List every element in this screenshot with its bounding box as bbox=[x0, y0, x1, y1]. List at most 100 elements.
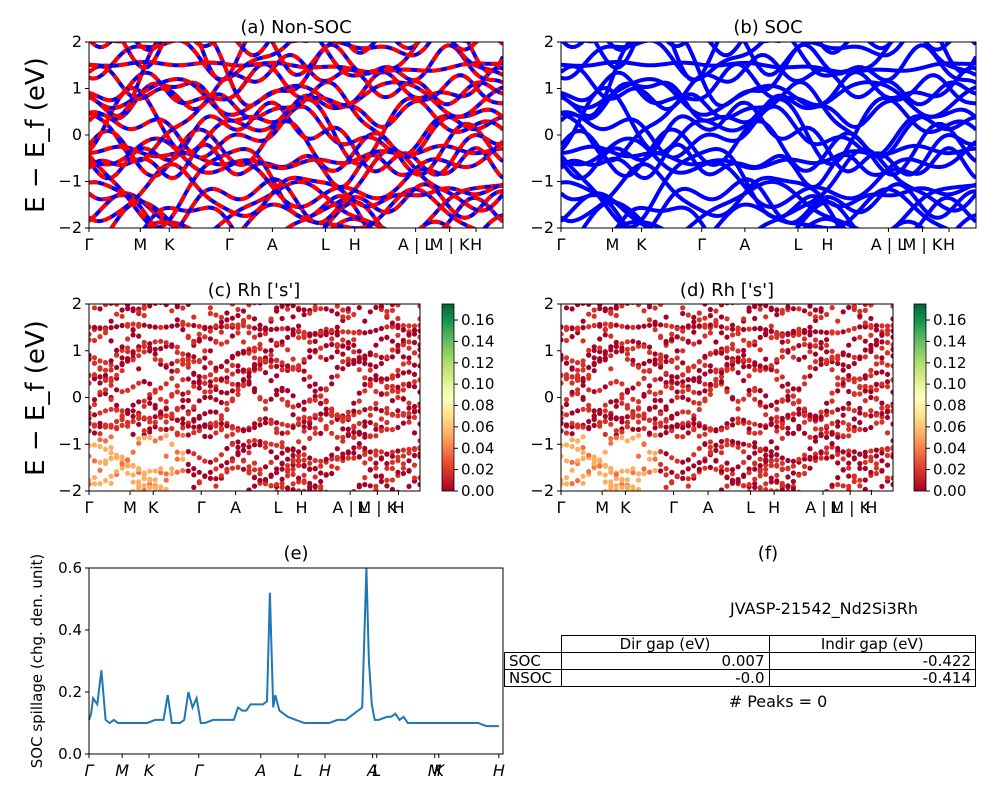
projection-point bbox=[296, 328, 302, 334]
projection-point bbox=[591, 416, 597, 422]
projection-point bbox=[367, 380, 373, 386]
projection-point bbox=[619, 304, 625, 309]
projection-point bbox=[125, 463, 131, 469]
projection-point bbox=[323, 343, 329, 349]
projection-point bbox=[163, 419, 169, 425]
projection-point bbox=[563, 360, 570, 366]
projection-point bbox=[340, 434, 346, 440]
projection-point bbox=[373, 327, 379, 333]
projection-point bbox=[846, 364, 852, 370]
projection-point bbox=[125, 304, 131, 308]
projection-point bbox=[746, 454, 752, 460]
colorbar-tick-label: 0.10 bbox=[461, 375, 494, 393]
projection-point bbox=[857, 383, 863, 390]
projection-point bbox=[368, 491, 373, 496]
projection-point bbox=[890, 389, 893, 395]
projection-point bbox=[707, 427, 714, 433]
projection-point bbox=[257, 467, 263, 473]
projection-point bbox=[696, 317, 702, 323]
projection-point bbox=[685, 339, 691, 345]
projection-point bbox=[174, 449, 180, 455]
projection-point bbox=[597, 457, 603, 463]
projection-point bbox=[91, 397, 98, 403]
projection-point bbox=[763, 466, 769, 472]
projection-point bbox=[417, 445, 420, 451]
projection-point bbox=[158, 357, 164, 363]
projection-point bbox=[575, 304, 581, 308]
projection-point bbox=[613, 403, 619, 409]
projection-point bbox=[389, 388, 395, 394]
projection-point bbox=[373, 422, 379, 428]
projection-point bbox=[785, 397, 791, 403]
projection-point bbox=[696, 400, 702, 406]
projection-point bbox=[412, 298, 417, 303]
xtick-label: Γ bbox=[85, 761, 95, 780]
projection-point bbox=[586, 452, 592, 458]
projection-point bbox=[763, 412, 769, 418]
projection-point bbox=[652, 432, 658, 438]
projection-point bbox=[602, 431, 608, 437]
projection-point bbox=[685, 409, 691, 415]
projection-point bbox=[608, 323, 614, 329]
projection-point bbox=[202, 411, 208, 417]
projection-point bbox=[774, 376, 780, 382]
projection-point bbox=[824, 330, 830, 336]
projection-point bbox=[575, 326, 581, 332]
colorbar-tick-label: 0.02 bbox=[461, 461, 494, 479]
projection-point bbox=[735, 358, 741, 364]
projection-point bbox=[884, 447, 891, 453]
projection-point bbox=[868, 394, 874, 401]
projection-point bbox=[130, 408, 136, 414]
projection-point bbox=[884, 452, 891, 459]
projection-point bbox=[561, 405, 564, 411]
ytick-label: 0.0 bbox=[58, 745, 82, 763]
ytick-label: −1 bbox=[530, 172, 554, 191]
projection-point bbox=[141, 349, 147, 355]
projection-point bbox=[290, 314, 296, 320]
projection-point bbox=[575, 422, 581, 428]
projection-point bbox=[191, 358, 197, 365]
projection-point bbox=[196, 378, 202, 384]
projection-point bbox=[125, 387, 131, 393]
projection-point bbox=[152, 389, 158, 395]
projection-point bbox=[569, 389, 575, 395]
projection-point bbox=[246, 468, 252, 474]
projection-point bbox=[873, 387, 880, 393]
projection-point bbox=[824, 400, 830, 406]
projection-point bbox=[691, 463, 697, 469]
projection-point bbox=[147, 298, 152, 303]
projection-point bbox=[890, 316, 893, 322]
projection-point bbox=[763, 458, 769, 464]
projection-point bbox=[746, 373, 752, 379]
projection-point bbox=[768, 479, 774, 485]
projection-point bbox=[218, 473, 224, 479]
projection-point bbox=[575, 408, 581, 414]
projection-point bbox=[851, 354, 857, 360]
projection-point bbox=[163, 343, 169, 349]
projection-point bbox=[702, 304, 708, 307]
xtick-label: L bbox=[794, 235, 803, 254]
projection-point bbox=[373, 352, 379, 358]
projection-point bbox=[207, 305, 213, 311]
projection-point bbox=[635, 406, 642, 412]
projection-point bbox=[367, 433, 373, 439]
projection-point bbox=[141, 312, 147, 319]
projection-point bbox=[91, 458, 98, 464]
colorbar-tick-label: 0.12 bbox=[933, 354, 966, 372]
projection-point bbox=[141, 487, 147, 491]
projection-point bbox=[641, 298, 646, 303]
colorbar-tick-label: 0.16 bbox=[933, 311, 966, 329]
projection-point bbox=[207, 372, 213, 378]
projection-point bbox=[356, 330, 362, 336]
projection-point bbox=[718, 438, 725, 445]
projection-point bbox=[395, 489, 401, 491]
projection-point bbox=[752, 476, 758, 482]
projection-point bbox=[624, 356, 631, 362]
projection-point bbox=[389, 459, 395, 465]
projection-point bbox=[108, 480, 114, 486]
projection-point bbox=[318, 329, 324, 336]
projection-point bbox=[597, 323, 603, 329]
projection-point bbox=[257, 346, 263, 352]
projection-point bbox=[741, 417, 747, 423]
